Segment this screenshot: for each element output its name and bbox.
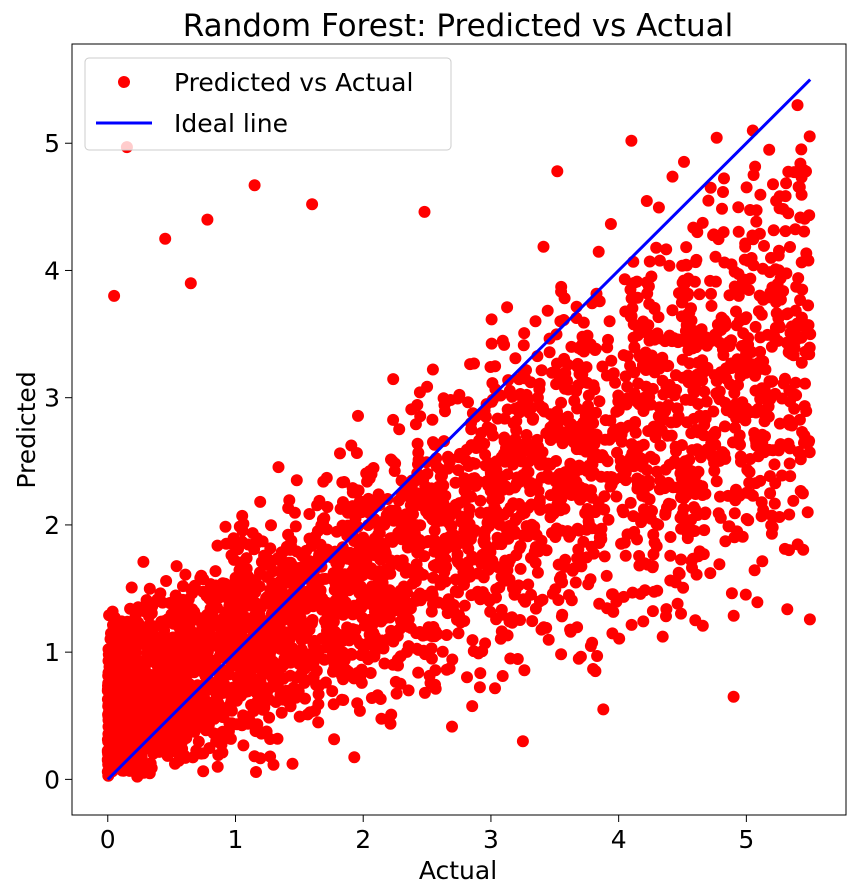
scatter-point	[306, 582, 319, 595]
legend-box	[84, 57, 452, 151]
y-tick-label: 5	[44, 129, 60, 158]
legend: Predicted vs Actual Ideal line	[84, 57, 452, 151]
scatter-point	[418, 205, 431, 218]
scatter-point	[801, 506, 814, 519]
scatter-point	[536, 455, 548, 468]
y-axis-label: Predicted	[12, 371, 41, 488]
scatter-point	[791, 99, 804, 112]
scatter-point	[551, 165, 564, 178]
scatter-point	[663, 379, 676, 391]
scatter-point	[201, 213, 214, 226]
x-tick-label: 2	[355, 825, 371, 854]
scatter-point	[638, 391, 651, 404]
scatter-point	[727, 690, 740, 703]
scatter-point	[408, 518, 421, 531]
scatter-point	[597, 703, 610, 716]
scatter-point	[765, 340, 778, 353]
scatter-point	[255, 601, 267, 614]
legend-label-scatter: Predicted vs Actual	[174, 68, 413, 97]
y-tick-label: 0	[44, 765, 60, 794]
scatter-point	[146, 671, 159, 684]
scatter-point	[804, 328, 817, 341]
scatter-point	[357, 531, 370, 544]
x-axis: 0 1 2 3 4 5	[100, 815, 754, 854]
scatter-point	[331, 557, 344, 570]
chart-title: Random Forest: Predicted vs Actual	[183, 8, 733, 44]
scatter-point	[433, 493, 446, 506]
scatter-point	[516, 735, 529, 748]
x-tick-label: 3	[483, 825, 499, 854]
scatter-point	[510, 442, 523, 455]
scatter-point	[689, 614, 702, 627]
scatter-point	[197, 620, 210, 633]
x-tick-label: 5	[738, 825, 754, 854]
scatter-point	[459, 480, 472, 493]
ideal-line	[106, 78, 812, 781]
scatter-point	[114, 646, 127, 659]
scatter-point	[184, 277, 197, 290]
x-axis-label: Actual	[419, 856, 497, 885]
points-layer	[101, 99, 817, 783]
scatter-point	[248, 179, 261, 192]
scatter-point	[229, 595, 242, 608]
scatter-point	[689, 379, 702, 391]
y-tick-label: 3	[44, 384, 60, 413]
legend-label-line: Ideal line	[174, 109, 288, 138]
y-tick-label: 4	[44, 256, 60, 285]
scatter-point	[165, 633, 178, 646]
scatter-point	[306, 198, 319, 211]
y-tick-label: 2	[44, 511, 60, 540]
x-tick-label: 4	[611, 825, 627, 854]
point-cloud	[101, 130, 816, 783]
x-tick-label: 1	[228, 825, 244, 854]
plot-frame	[71, 43, 847, 816]
y-axis: 0 1 2 3 4 5	[44, 129, 72, 794]
scatter-point	[587, 417, 600, 430]
scatter-point	[484, 468, 497, 480]
scatter-point	[740, 353, 753, 366]
x-tick-label: 0	[100, 825, 116, 854]
scatter-point	[159, 232, 172, 245]
scatter-point	[561, 429, 574, 442]
scatter-point	[714, 366, 727, 379]
scatter-point	[382, 506, 395, 519]
legend-marker-scatter	[118, 76, 130, 88]
scatter-point	[108, 289, 121, 302]
scatter-point	[612, 404, 625, 417]
scatter-point	[625, 134, 638, 147]
ideal-line-layer	[106, 78, 812, 781]
y-tick-label: 1	[44, 638, 60, 667]
scatter-point	[127, 627, 140, 640]
scatter-point	[280, 569, 293, 582]
